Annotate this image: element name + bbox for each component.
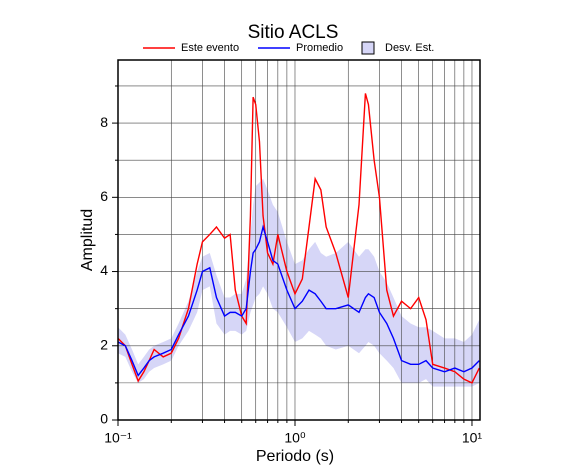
x-axis-label: Periodo (s) [256,448,334,465]
y-tick-label: 8 [100,114,108,130]
chart-title: Sitio ACLS [248,22,339,43]
legend-swatch [361,41,375,55]
y-tick-label: 2 [100,336,108,352]
x-tick-label: 10⁰ [284,430,306,446]
legend-label: Desv. Est. [385,42,434,54]
y-tick-label: 4 [100,262,108,278]
y-tick-label: 6 [100,188,108,204]
legend-label: Promedio [296,42,343,54]
line-series [117,224,480,377]
line-series [117,93,480,384]
y-axis-label: Amplitud [79,209,96,271]
legend-label: Este evento [181,42,239,54]
x-tick-label: 10¹ [462,430,483,446]
std-band [118,178,480,387]
x-tick-label: 10⁻¹ [104,430,132,446]
y-tick-label: 0 [100,411,108,427]
plot-frame [117,59,481,421]
